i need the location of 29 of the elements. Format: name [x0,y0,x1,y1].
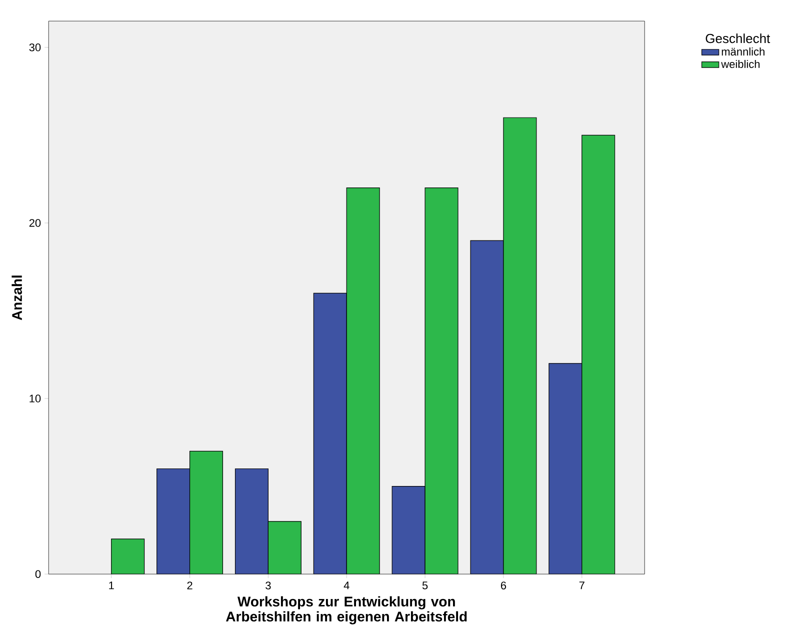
bar [548,363,582,574]
x-tick-label: 4 [344,582,350,590]
y-tick-label: 0 [35,570,41,578]
bar [392,486,426,574]
y-tick-label: 20 [29,219,41,227]
x-tick-label: 7 [579,582,584,590]
x-tick-label: 1 [109,582,114,590]
x-tick-label: 5 [422,582,428,590]
y-tick-label: 30 [29,44,41,52]
bar [314,293,347,574]
bar [582,134,616,574]
x-axis-title: Workshops zur Entwicklung von Arbeitshilfen im eigenen Arbeitsfeld [226,596,467,624]
bar [346,188,380,574]
x-tick-label: 6 [500,582,506,590]
x-tick-label: 2 [187,582,192,590]
x-tick-label: 3 [266,582,271,590]
legend-label: männlich [722,47,764,56]
bar [268,521,302,574]
bar [111,538,144,574]
bar [156,468,190,574]
y-axis-title: Anzahl [12,276,22,320]
bar [235,468,268,574]
bar [425,188,458,574]
bar [503,118,536,574]
legend-title: Geschlecht [706,34,770,44]
bar [190,451,223,574]
y-tick-label: 10 [30,394,41,402]
legend-label: weiblich [721,60,760,68]
bar [470,240,504,574]
